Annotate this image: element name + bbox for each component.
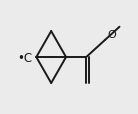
Text: •C: •C — [18, 51, 33, 64]
Text: O: O — [107, 29, 116, 39]
